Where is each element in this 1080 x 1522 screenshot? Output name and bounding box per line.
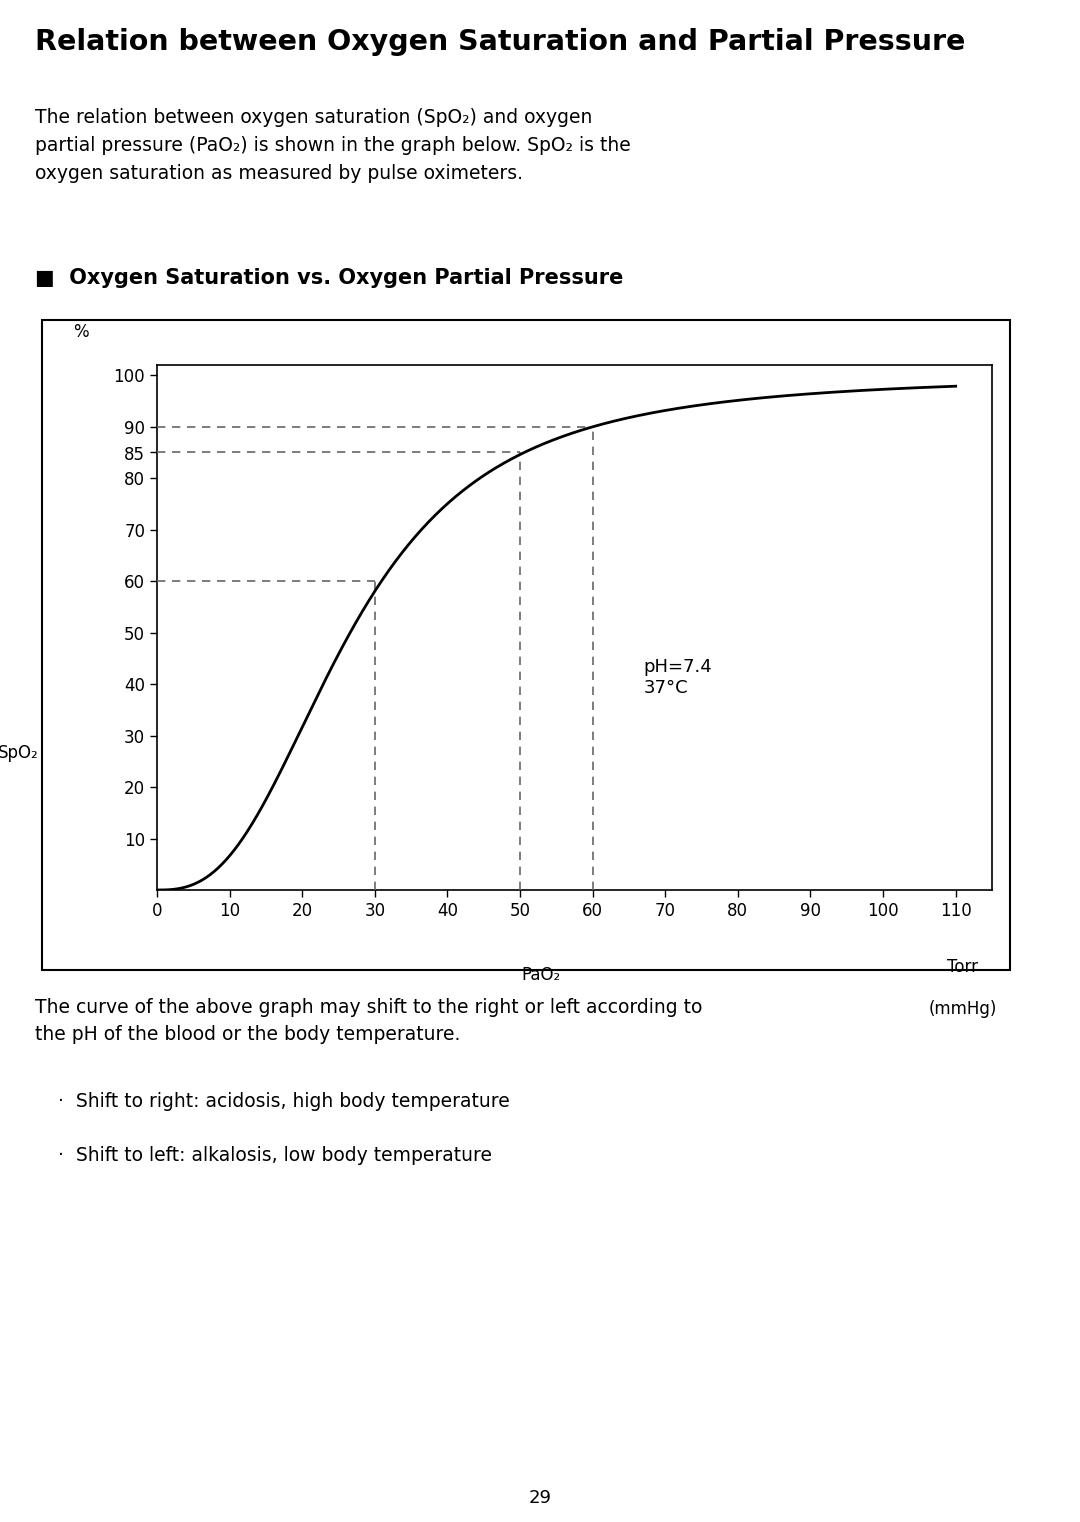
Text: PaO₂: PaO₂ [522,966,561,985]
Text: 29: 29 [528,1489,552,1507]
Text: Appendix: Appendix [1040,778,1059,881]
Text: pH=7.4
37°C: pH=7.4 37°C [644,659,712,697]
Text: ·  Shift to right: acidosis, high body temperature: · Shift to right: acidosis, high body te… [57,1091,510,1111]
Text: SpO₂: SpO₂ [0,744,39,763]
Text: The relation between oxygen saturation (SpO₂) and oxygen
partial pressure (PaO₂): The relation between oxygen saturation (… [35,108,631,183]
Text: Torr: Torr [947,959,978,976]
Text: Relation between Oxygen Saturation and Partial Pressure: Relation between Oxygen Saturation and P… [35,27,966,56]
Text: ·  Shift to left: alkalosis, low body temperature: · Shift to left: alkalosis, low body tem… [57,1146,491,1164]
Text: The curve of the above graph may shift to the right or left according to
the pH : The curve of the above graph may shift t… [35,998,702,1044]
Text: (mmHg): (mmHg) [929,1000,997,1018]
Text: %: % [73,323,90,341]
Text: ■  Oxygen Saturation vs. Oxygen Partial Pressure: ■ Oxygen Saturation vs. Oxygen Partial P… [35,268,623,288]
